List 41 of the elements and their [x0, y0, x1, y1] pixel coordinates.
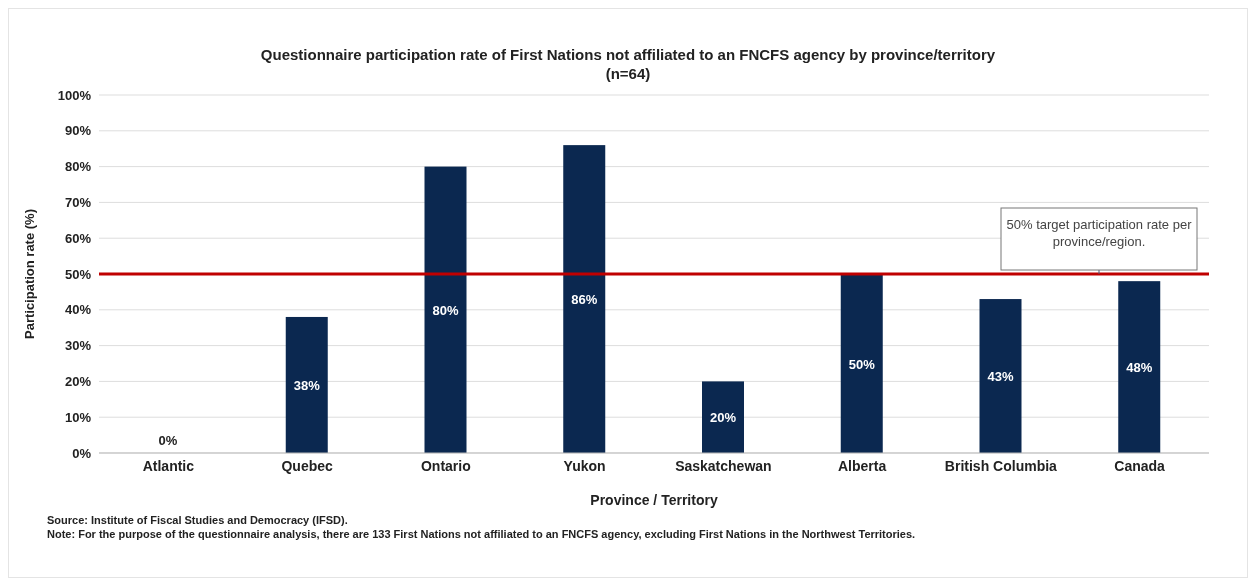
bar	[702, 381, 744, 453]
text: Note: For the purpose of the questionnaire analysis, there are 133 First Nations not affiliated to an FNCFS agency, excluding First Nations in the Northwest Territories.	[47, 527, 916, 541]
y-tick-label: 70%	[64, 195, 92, 211]
y-tick-label: 60%	[64, 230, 92, 246]
y-tick-label: 50%	[64, 266, 92, 282]
y-tick-label: 0%	[72, 445, 92, 461]
data-label: 50%	[848, 356, 876, 372]
data-label: 20%	[709, 410, 737, 426]
x-axis-title: Province / Territory	[590, 492, 718, 508]
data-label: 80%	[432, 302, 459, 318]
y-tick-label: 10%	[64, 409, 92, 425]
x-tick-label: Atlantic	[142, 457, 195, 474]
x-tick-label: Yukon	[563, 457, 606, 474]
data-label: 43%	[987, 369, 1014, 385]
x-tick-label: Saskatchewan	[675, 457, 772, 474]
x-tick-label: British Columbia	[944, 457, 1058, 474]
x-tick-label: Ontario	[420, 457, 471, 474]
ref-line-label: 50% target participation rate per province/region.	[1005, 216, 1193, 250]
source-note: Source: Institute of Fiscal Studies and Democracy (IFSD).	[47, 513, 349, 527]
data-label: 0%	[158, 433, 178, 448]
x-tick-label: Quebec	[281, 457, 334, 474]
data-label: 48%	[1126, 360, 1153, 376]
y-tick-label: 20%	[64, 374, 92, 390]
y-tick-label: 90%	[64, 123, 92, 139]
x-tick-label: Alberta	[838, 457, 887, 474]
y-tick-label: 80%	[64, 159, 92, 175]
data-label: 38%	[293, 377, 321, 393]
bar	[285, 316, 328, 453]
bar	[424, 166, 467, 453]
y-tick-label: 40%	[64, 302, 92, 318]
x-tick-label: Canada	[1114, 457, 1166, 474]
chart-subtitle: (n=64)	[604, 64, 652, 83]
bar	[1118, 281, 1161, 453]
y-tick-label: 100%	[57, 87, 92, 103]
y-axis-title: Participation rate (%)	[21, 208, 37, 340]
bar	[840, 274, 883, 453]
data-label: 86%	[571, 292, 598, 308]
y-tick-label: 30%	[64, 338, 92, 354]
chart-title: Questionnaire participation rate of First Nations not affiliated to an FNCFS agency by province/territory	[259, 45, 997, 64]
bar	[979, 299, 1022, 453]
bar	[563, 145, 606, 453]
